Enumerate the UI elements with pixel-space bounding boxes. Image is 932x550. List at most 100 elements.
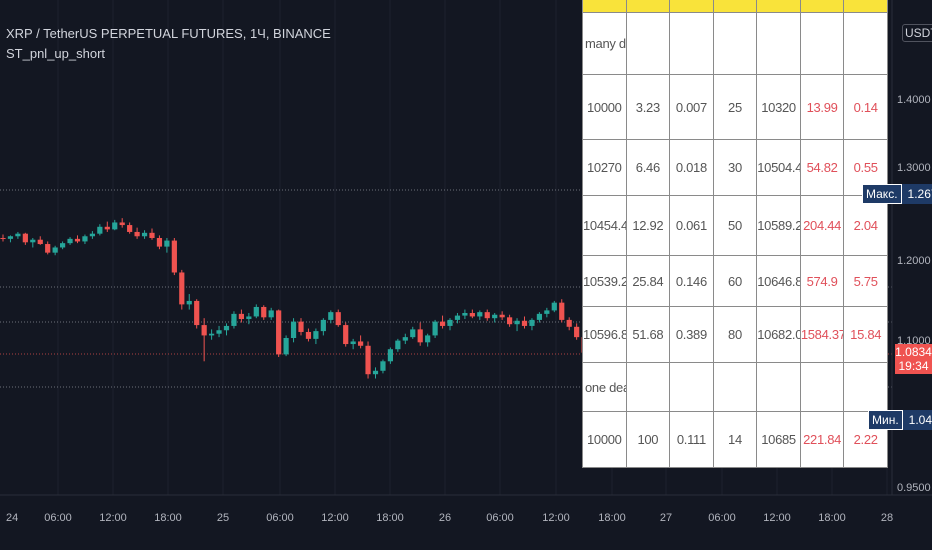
- table-cell: 50: [712, 194, 758, 256]
- price-tick-label: 1.3000: [897, 162, 931, 174]
- candle-body: [432, 321, 438, 336]
- candle-body: [514, 320, 520, 325]
- candle-body: [22, 233, 28, 243]
- candle-body: [112, 222, 118, 230]
- table-cell: 0.389: [669, 306, 714, 363]
- table-cell: 10504.48: [756, 138, 801, 196]
- table-cell: 25: [712, 74, 758, 140]
- candle-body: [477, 312, 483, 317]
- candle-body: [529, 319, 535, 326]
- table-header-cell: [625, 0, 671, 14]
- table-cell: 204.44: [799, 194, 845, 256]
- table-cell: 10000: [582, 74, 627, 140]
- candle-body: [119, 222, 125, 226]
- candle-body: [171, 240, 177, 273]
- candle-body: [544, 310, 550, 314]
- table-cell: [625, 361, 671, 413]
- table-cell: 10000: [582, 411, 627, 468]
- table-cell: 10454.48: [582, 194, 627, 256]
- candle-body: [372, 370, 379, 375]
- candle-body: [246, 316, 252, 320]
- candle-body: [15, 233, 21, 237]
- table-row: one deal: [582, 361, 888, 413]
- candle-body: [209, 333, 215, 336]
- candle-body: [566, 319, 572, 327]
- price-tick-label: 0.9500: [897, 482, 931, 494]
- table-cell: 2.04: [843, 194, 888, 256]
- candle-body: [507, 317, 513, 325]
- candle-body: [186, 300, 192, 305]
- candle-body: [134, 231, 140, 237]
- candle-body: [380, 361, 386, 371]
- candle-body: [37, 239, 43, 245]
- candle-body: [447, 319, 453, 326]
- table-cell: [843, 361, 888, 413]
- time-tick-label: 26: [438, 512, 452, 524]
- candle-body: [156, 237, 163, 247]
- candle-body: [536, 313, 542, 320]
- table-header-cell: [756, 0, 801, 14]
- candle-body: [298, 321, 304, 332]
- table-cell: 10596.8383: [582, 306, 627, 363]
- time-tick-label: 18:00: [598, 512, 626, 524]
- table-cell: 0.146: [669, 254, 714, 308]
- candle-body: [551, 302, 557, 311]
- candle-body: [469, 313, 475, 317]
- table-cell: 60: [712, 254, 758, 308]
- table-cell: 0.007: [669, 74, 714, 140]
- table-row: 10000 100 0.111 14 10685 221.84 2.22: [582, 411, 888, 468]
- min-label-value: 1.0496: [902, 410, 932, 430]
- table-header-cell: [669, 0, 714, 14]
- table-row: 10596.838351.680.3898010682.09431584.371…: [582, 306, 888, 363]
- table-cell: 30: [712, 138, 758, 196]
- candle-body: [201, 325, 207, 336]
- table-cell: 6.46: [625, 138, 671, 196]
- candle-body: [484, 312, 490, 319]
- pnl-table: many deals100003.230.007251032013.990.14…: [582, 0, 888, 468]
- table-cell: 25.84: [625, 254, 671, 308]
- candle-body: [52, 247, 58, 253]
- table-cell: 0.111: [669, 411, 714, 468]
- candle-body: [231, 313, 237, 326]
- table-cell: 221.84: [799, 411, 845, 468]
- candle-body: [74, 238, 81, 242]
- symbol-title[interactable]: XRP / TetherUS PERPETUAL FUTURES, 1Ч, BI…: [6, 26, 331, 41]
- table-cell: 3.23: [625, 74, 671, 140]
- candle-body: [335, 312, 341, 326]
- table-cell: 15.84: [843, 306, 888, 363]
- candle-body: [276, 310, 282, 355]
- candle-body: [402, 337, 408, 341]
- table-cell: 0.061: [669, 194, 714, 256]
- candle-body: [127, 225, 133, 232]
- table-cell: [799, 12, 845, 76]
- time-tick-label: 12:00: [542, 512, 570, 524]
- min-price-label: Мин. 1.0496: [868, 410, 932, 430]
- table-cell: 12.92: [625, 194, 671, 256]
- candle-body: [305, 331, 312, 339]
- indicator-label[interactable]: ST_pnl_up_short: [6, 46, 106, 61]
- table-cell: 5.75: [843, 254, 888, 308]
- current-price-value: 1.0834: [895, 345, 932, 359]
- table-row: 10000 3.23 0.007 25 10320 13.99 0.14: [582, 74, 888, 140]
- table-header-row: [582, 0, 888, 14]
- table-cell: [843, 12, 888, 76]
- table-cell: 10685: [756, 411, 801, 468]
- table-cell: 10320: [756, 74, 801, 140]
- table-cell: 51.68: [625, 306, 671, 363]
- candle-body: [410, 329, 416, 338]
- candle-body: [141, 232, 148, 237]
- candle-body: [67, 238, 73, 244]
- currency-button[interactable]: USDT: [902, 24, 932, 42]
- candle-body: [387, 349, 393, 362]
- time-tick-label: 25: [216, 512, 230, 524]
- min-label-text: Мин.: [868, 410, 903, 430]
- candle-body: [89, 233, 95, 237]
- time-tick-label: 06:00: [486, 512, 514, 524]
- candle-body: [104, 226, 110, 230]
- candle-body: [358, 341, 364, 346]
- table-header-cell: [799, 0, 845, 14]
- time-tick-label: 18:00: [376, 512, 404, 524]
- table-cell: [669, 12, 714, 76]
